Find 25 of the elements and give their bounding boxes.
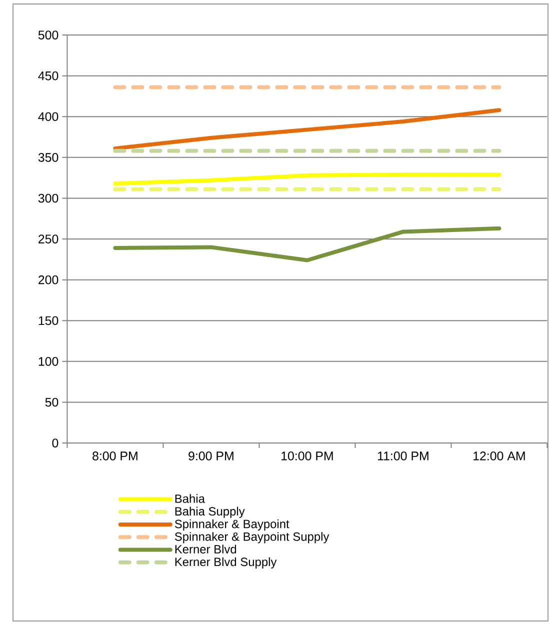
legend-label: Bahia bbox=[175, 494, 205, 503]
y-tick-label: 350 bbox=[38, 153, 58, 162]
legend-label: Bahia Supply bbox=[175, 506, 245, 518]
legend-label: Kerner Blvd bbox=[175, 544, 236, 554]
y-tick-label: 150 bbox=[38, 316, 58, 326]
y-tick-label: 0 bbox=[52, 438, 58, 448]
y-tick-label: 500 bbox=[38, 30, 58, 40]
y-tick-label: 450 bbox=[38, 71, 58, 80]
legend-label: Spinnaker & Baypoint bbox=[174, 519, 290, 531]
x-tick-label: 10:00 PM bbox=[282, 452, 333, 460]
line-series bbox=[113, 226, 502, 262]
x-tick-label: 8:00 PM bbox=[92, 452, 138, 460]
y-tick-label: 50 bbox=[45, 398, 58, 407]
y-tick-label: 200 bbox=[38, 275, 58, 284]
legend-label: Kerner Blvd Supply bbox=[175, 557, 277, 568]
y-tick-label: 100 bbox=[38, 357, 58, 366]
legend-label: Spinnaker & Baypoint Supply bbox=[174, 532, 330, 544]
y-tick-label: 400 bbox=[38, 112, 58, 122]
x-tick-label: 9:00 PM bbox=[188, 452, 234, 460]
x-tick-label: 11:00 PM bbox=[378, 452, 428, 460]
y-tick-label: 250 bbox=[38, 234, 58, 244]
line-series bbox=[113, 172, 502, 186]
x-tick-label: 12:00 AM bbox=[474, 452, 525, 460]
line-series bbox=[113, 108, 502, 150]
y-tick-label: 300 bbox=[38, 194, 58, 203]
